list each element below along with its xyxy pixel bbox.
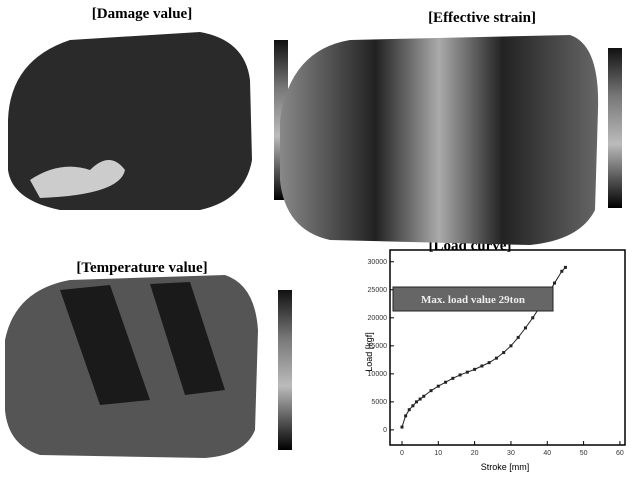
x-tick-label: 60: [616, 450, 624, 457]
data-point: [408, 408, 411, 411]
color-bar: [608, 48, 622, 208]
y-tick-label: 0: [383, 427, 387, 434]
y-tick-label: 25000: [368, 287, 388, 294]
y-tick-label: 20000: [368, 315, 388, 322]
data-point: [531, 316, 534, 319]
x-tick-label: 20: [471, 450, 479, 457]
data-point: [419, 398, 422, 401]
data-point: [411, 404, 414, 407]
data-point: [560, 270, 563, 273]
x-tick-label: 0: [400, 450, 404, 457]
annotation: Max. load value 29ton: [421, 294, 525, 306]
y-axis-label: Load [kgf]: [364, 332, 374, 372]
data-point: [466, 371, 469, 374]
data-point: [495, 357, 498, 360]
data-point: [415, 400, 418, 403]
y-tick-label: 10000: [368, 371, 388, 378]
panel-title: [Damage value]: [92, 6, 192, 22]
data-point: [444, 381, 447, 384]
y-tick-label: 30000: [368, 259, 388, 266]
x-tick-label: 30: [507, 450, 515, 457]
data-point: [430, 389, 433, 392]
color-bar: [278, 290, 292, 450]
data-point: [473, 368, 476, 371]
data-point: [437, 385, 440, 388]
panel-title: [Effective strain]: [428, 10, 536, 26]
data-point: [488, 361, 491, 364]
data-point: [404, 414, 407, 417]
x-tick-label: 50: [580, 450, 588, 457]
x-tick-label: 40: [543, 450, 551, 457]
plot-frame: [390, 250, 625, 445]
data-point: [459, 373, 462, 376]
x-axis-label: Stroke [mm]: [481, 462, 530, 472]
x-tick-label: 10: [434, 450, 442, 457]
y-tick-label: 15000: [368, 343, 388, 350]
data-point: [400, 426, 403, 429]
data-point: [564, 266, 567, 269]
panel-title: [Temperature value]: [76, 260, 207, 276]
data-point: [524, 326, 527, 329]
y-tick-label: 5000: [371, 399, 387, 406]
data-point: [553, 282, 556, 285]
data-point: [480, 364, 483, 367]
figure: [Damage value] [Effective strain] [Tempe…: [0, 0, 641, 479]
data-point: [502, 351, 505, 354]
data-point: [517, 336, 520, 339]
data-point: [509, 344, 512, 347]
data-point: [451, 377, 454, 380]
data-point: [422, 395, 425, 398]
strain-model: [280, 35, 598, 245]
